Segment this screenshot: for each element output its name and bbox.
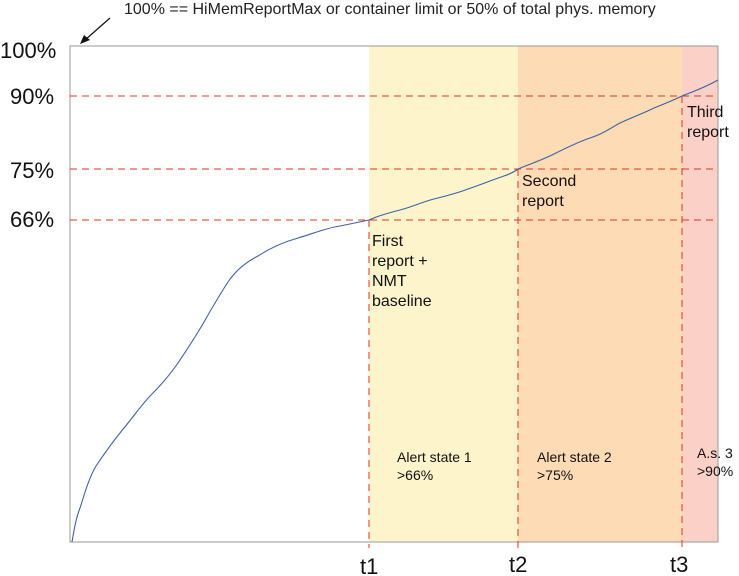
y-label-100: 100% — [0, 38, 56, 63]
alert-state-2-label: Alert state 2 >75% — [537, 449, 616, 483]
alert-state-2-line: Alert state 2 — [537, 449, 612, 465]
note-arrow-line — [84, 17, 111, 41]
second-report-line: report — [522, 193, 564, 210]
alert-state-1-line: Alert state 1 — [397, 449, 472, 465]
alert-zone-2 — [518, 46, 682, 542]
memory-usage-curve — [71, 79, 719, 543]
alert-state-1-line: >66% — [397, 467, 433, 483]
time-label-t3: t3 — [670, 552, 688, 576]
first-report-line: NMT — [372, 273, 407, 290]
first-report-line: baseline — [372, 293, 432, 310]
second-report-line: Second — [522, 173, 576, 190]
top-note: 100% == HiMemReportMax or container limi… — [124, 1, 656, 18]
alert-zone-1 — [369, 46, 518, 542]
y-label-66: 66% — [10, 207, 54, 232]
first-report-label: First report + NMT baseline — [372, 233, 432, 310]
time-label-t1: t1 — [360, 554, 378, 576]
second-report-label: Second report — [522, 173, 581, 210]
alert-state-2-line: >75% — [537, 467, 573, 483]
third-report-line: Third — [687, 104, 723, 121]
first-report-line: report + — [372, 253, 428, 270]
alert-state-3-label: A.s. 3 >90% — [697, 445, 737, 479]
third-report-label: Third report — [687, 104, 729, 141]
alert-state-3-line: A.s. 3 — [697, 445, 733, 461]
alert-zone-3 — [682, 46, 718, 542]
note-arrow-head — [80, 35, 90, 44]
alert-state-3-line: >90% — [697, 463, 733, 479]
y-label-90: 90% — [10, 84, 54, 109]
first-report-line: First — [372, 233, 404, 250]
time-label-t2: t2 — [509, 552, 527, 576]
plot-frame — [69, 45, 719, 543]
third-report-line: report — [687, 124, 729, 141]
y-label-75: 75% — [10, 158, 54, 183]
alert-state-1-label: Alert state 1 >66% — [397, 449, 476, 483]
